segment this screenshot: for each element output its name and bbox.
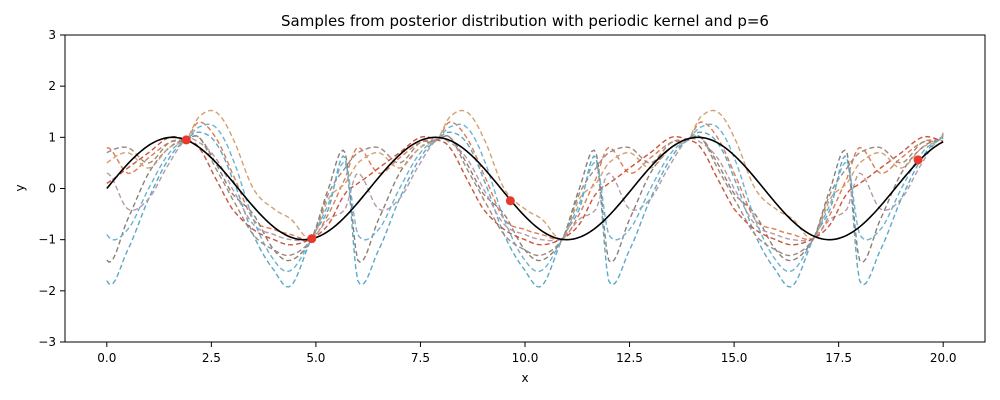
x-tick-label: 2.5: [202, 351, 221, 365]
posterior-sample-line: [106, 135, 944, 263]
plot-frame: [64, 34, 986, 343]
posterior-sample-line: [106, 135, 944, 257]
y-tick-label: −1: [38, 233, 56, 247]
posterior-sample-line: [106, 131, 944, 288]
observation-point: [505, 196, 515, 206]
posterior-sample-line: [106, 137, 944, 242]
true-function-line: [106, 136, 944, 241]
x-tick-label: 12.5: [616, 351, 643, 365]
posterior-samples: [106, 109, 944, 288]
true-function: [106, 136, 944, 241]
x-tick-label: 20.0: [930, 351, 957, 365]
y-tick-label: 1: [48, 130, 56, 144]
observations: [181, 135, 923, 244]
x-tick-label: 7.5: [411, 351, 430, 365]
y-tick-label: 0: [48, 182, 56, 196]
x-tick-label: 0.0: [97, 351, 116, 365]
posterior-sample-line: [106, 109, 944, 240]
x-tick-label: 17.5: [825, 351, 852, 365]
y-tick-label: −3: [38, 335, 56, 349]
x-tick-label: 5.0: [306, 351, 325, 365]
y-tick-label: 2: [48, 79, 56, 93]
x-tick-label: 15.0: [721, 351, 748, 365]
y-axis-label: y: [13, 184, 27, 191]
observation-point: [181, 135, 191, 145]
y-tick-label: −2: [38, 284, 56, 298]
x-axis: 0.0 2.5 5.0 7.5 10.0 12.5 15.0 17.5 20.0: [97, 342, 957, 365]
y-axis: −3 −2 −1 0 1 2 3: [38, 28, 65, 349]
plot-area: [64, 34, 986, 343]
observation-point: [307, 234, 317, 244]
x-axis-label: x: [521, 371, 528, 385]
chart-title: Samples from posterior distribution with…: [281, 12, 769, 30]
observation-point: [913, 155, 923, 165]
x-tick-label: 10.0: [512, 351, 539, 365]
y-tick-label: 3: [48, 28, 56, 42]
